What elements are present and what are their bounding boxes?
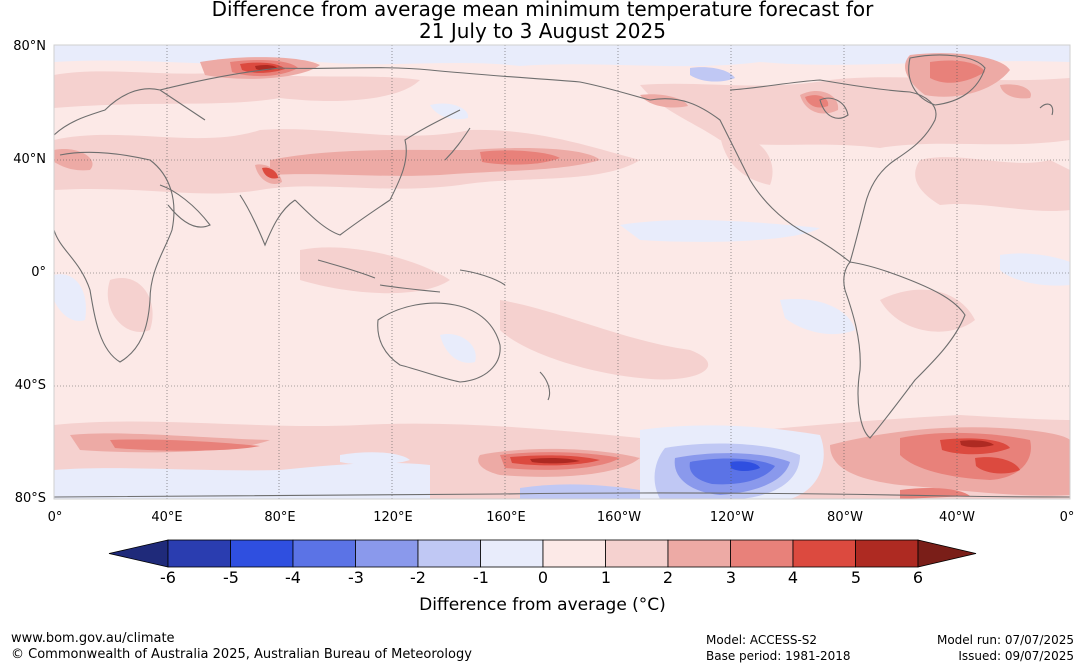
colorbar-tick-minus-1: -1 bbox=[473, 568, 489, 587]
colorbar-segment bbox=[792, 539, 856, 568]
lon-label-0-left: 0° bbox=[47, 510, 63, 525]
lat-label-40n: 40°N bbox=[13, 152, 46, 167]
colorbar-tick-3: 3 bbox=[725, 568, 737, 587]
colorbar-tick-minus-2: -2 bbox=[410, 568, 426, 587]
lat-label-80s: 80°S bbox=[14, 491, 46, 506]
colorbar-tick-minus-5: -5 bbox=[223, 568, 239, 587]
map-title-line-1: Difference from average mean minimum tem… bbox=[211, 0, 874, 21]
anomaly-4-to-5-patches bbox=[240, 62, 1020, 474]
lon-label-160w: 160°W bbox=[596, 510, 642, 525]
colorbar-tick-minus-6: -6 bbox=[160, 568, 176, 587]
colorbar-tick-5: 5 bbox=[850, 568, 862, 587]
map-frame bbox=[53, 44, 1071, 500]
lat-label-80n: 80°N bbox=[13, 39, 46, 54]
coastlines bbox=[54, 54, 1070, 498]
lat-label-40s: 40°S bbox=[14, 378, 46, 393]
colorbar-segments bbox=[108, 539, 977, 568]
footer-copyright: © Commonwealth of Australia 2025, Austra… bbox=[11, 647, 472, 662]
lat-label-equator: 0° bbox=[31, 265, 46, 280]
colorbar-extend-high bbox=[917, 539, 977, 568]
colorbar-tick-minus-4: -4 bbox=[285, 568, 301, 587]
footer-model-run: Model run: 07/07/2025 bbox=[936, 633, 1074, 647]
colorbar-segment bbox=[230, 539, 294, 568]
colorbar-segment bbox=[855, 539, 919, 568]
footer-website: www.bom.gov.au/climate bbox=[11, 631, 175, 646]
colorbar-tick-6: 6 bbox=[912, 568, 924, 587]
lon-label-120w: 120°W bbox=[709, 510, 755, 525]
colorbar-extend-low bbox=[108, 539, 169, 568]
colorbar-label: Difference from average (°C) bbox=[419, 595, 666, 615]
footer-base-period: Base period: 1981-2018 bbox=[706, 649, 851, 663]
footer-issued: Issued: 09/07/2025 bbox=[958, 649, 1074, 663]
colorbar-segment bbox=[730, 539, 794, 568]
map-field bbox=[54, 45, 1070, 499]
graticule bbox=[54, 45, 1070, 499]
lon-label-40e: 40°E bbox=[151, 510, 183, 525]
colorbar-tick-4: 4 bbox=[787, 568, 799, 587]
colorbar-segment bbox=[667, 539, 731, 568]
colorbar-segment bbox=[480, 539, 544, 568]
colorbar-segment bbox=[355, 539, 419, 568]
colorbar-tick-1: 1 bbox=[600, 568, 612, 587]
lon-label-80e: 80°E bbox=[264, 510, 296, 525]
anomaly-arctic-band bbox=[54, 45, 1070, 67]
colorbar-segment bbox=[605, 539, 669, 568]
colorbar-segment bbox=[292, 539, 356, 568]
colorbar-segment bbox=[542, 539, 606, 568]
colorbar-tick-0: 0 bbox=[537, 568, 549, 587]
lon-label-0-right: 0° bbox=[1059, 510, 1075, 525]
footer-model: Model: ACCESS-S2 bbox=[706, 633, 818, 647]
anomaly-minus-5-to-minus-4-patches bbox=[730, 461, 760, 471]
colorbar-segment bbox=[167, 539, 231, 568]
lon-label-40w: 40°W bbox=[939, 510, 975, 525]
map-title-line-2: 21 July to 3 August 2025 bbox=[419, 19, 666, 43]
colorbar-tick-2: 2 bbox=[662, 568, 674, 587]
lon-label-80w: 80°W bbox=[827, 510, 863, 525]
colorbar-tick-minus-3: -3 bbox=[348, 568, 364, 587]
colorbar-segment bbox=[417, 539, 481, 568]
lon-label-160e: 160°E bbox=[486, 510, 526, 525]
lon-label-120e: 120°E bbox=[373, 510, 413, 525]
